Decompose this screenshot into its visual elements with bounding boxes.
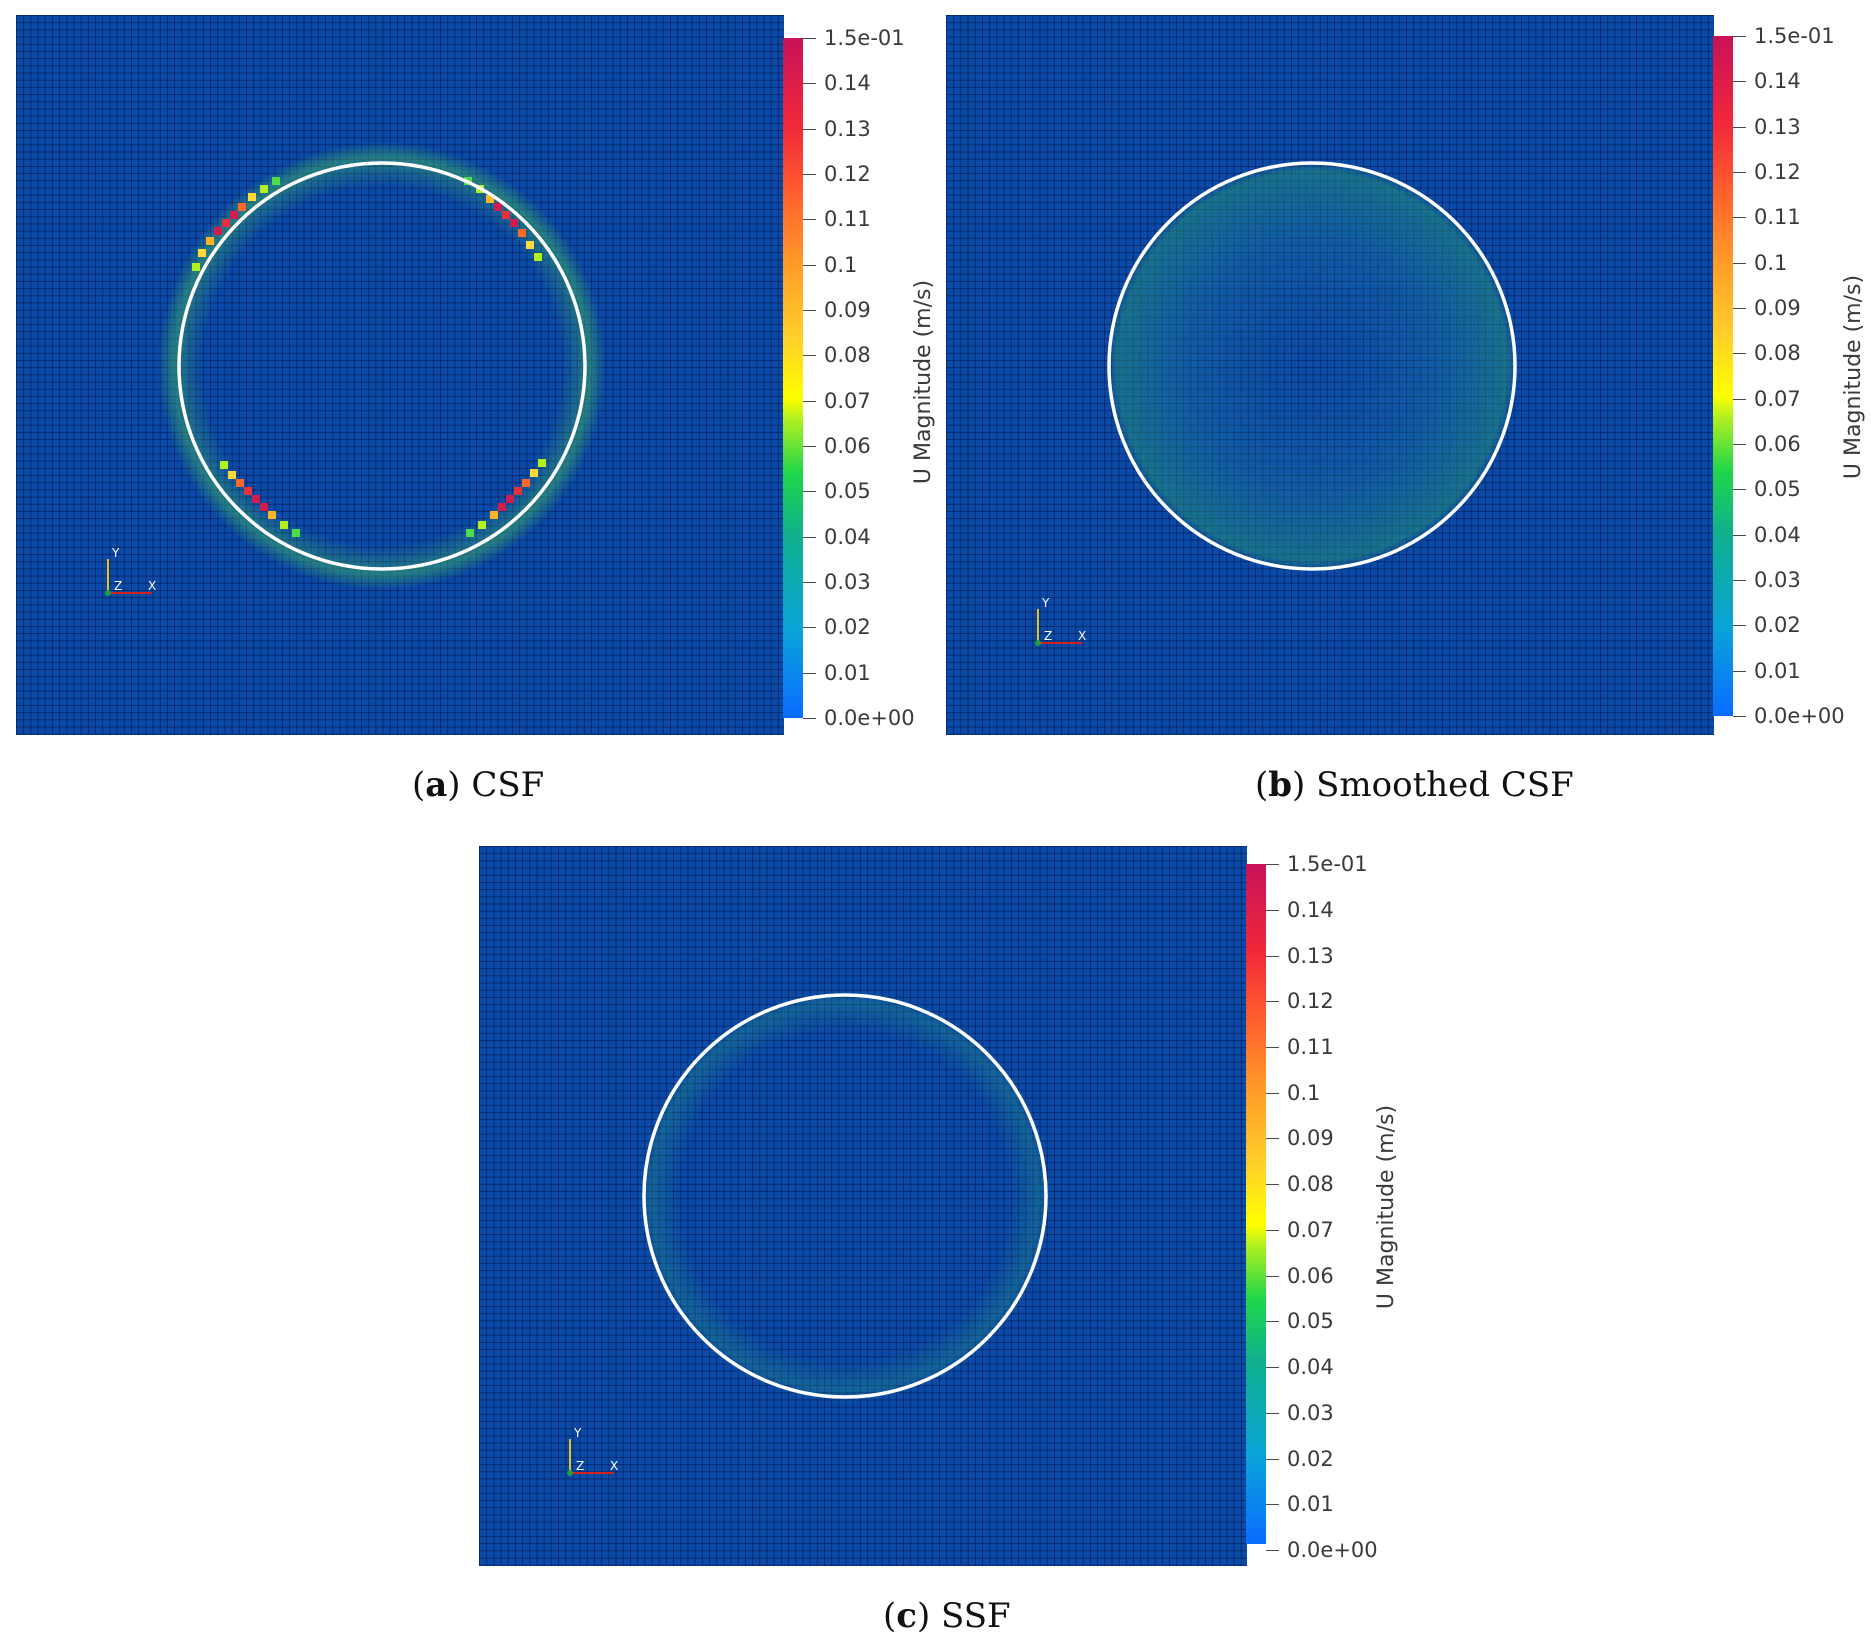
axes-triad: Y Z X xyxy=(1035,596,1086,646)
field-overlay: Y Z X xyxy=(105,142,606,596)
colorbar-tick-label: 0.01 xyxy=(1287,1492,1334,1517)
colorbar-tick-label: 0.11 xyxy=(824,207,871,232)
colorbar-tick-label: 0.13 xyxy=(1287,943,1334,968)
velocity-field-plot: Y Z X xyxy=(16,15,784,735)
colorbar-tick-label: 0.08 xyxy=(1287,1172,1334,1197)
colorbar xyxy=(783,38,803,718)
colorbar-tick-label: 0.05 xyxy=(1287,1309,1334,1334)
colorbar xyxy=(1713,36,1733,716)
axes-triad: Y Z X xyxy=(105,546,156,596)
colorbar-tick-label: 0.06 xyxy=(1287,1263,1334,1288)
interface-circle xyxy=(177,161,587,571)
colorbar xyxy=(1246,864,1266,1544)
colorbar-tick-label: 0.09 xyxy=(1754,296,1801,320)
axis-y-label: Y xyxy=(111,546,120,560)
axis-y-label: Y xyxy=(1041,596,1050,610)
colorbar-tick-label: 0.07 xyxy=(1754,386,1801,411)
colorbar-tick-label: 0.09 xyxy=(824,298,871,322)
axes-triad: Y Z X xyxy=(567,1426,618,1476)
colorbar-title: U Magnitude (m/s) xyxy=(1841,274,1866,480)
colorbar-tick-label: 1.5e-01 xyxy=(1287,852,1368,876)
colorbar-tick-label: 0.03 xyxy=(824,570,871,594)
colorbar-tick-label: 0.1 xyxy=(1754,250,1788,275)
axis-z-label: Z xyxy=(576,1459,584,1473)
colorbar-tick-label: 0.0e+00 xyxy=(824,706,915,730)
axis-x-label: X xyxy=(148,579,156,593)
colorbar-tick-label: 0.12 xyxy=(1754,160,1801,184)
velocity-field-plot: Y Z X xyxy=(479,846,1247,1566)
colorbar-tick-label: 0.13 xyxy=(1754,114,1801,139)
colorbar-title: U Magnitude (m/s) xyxy=(1374,1104,1399,1310)
colorbar-tick-label: 0.05 xyxy=(824,479,871,504)
interface-circle xyxy=(642,993,1048,1399)
axis-x-label: X xyxy=(610,1459,618,1473)
axis-z-label: Z xyxy=(1044,629,1052,643)
colorbar-tick-label: 0.14 xyxy=(1754,69,1801,94)
colorbar-tick-label: 0.11 xyxy=(1754,205,1801,230)
panel-caption: (a) CSF xyxy=(412,765,545,805)
colorbar-tick-label: 0.12 xyxy=(824,162,871,186)
axis-y-label: Y xyxy=(573,1426,582,1440)
axis-z-label: Z xyxy=(114,579,122,593)
colorbar-tick-label: 0.07 xyxy=(1287,1217,1334,1242)
colorbar-tick-label: 0.11 xyxy=(1287,1034,1334,1059)
colorbar-tick-label: 0.03 xyxy=(1754,568,1801,592)
field-overlay: Y Z X xyxy=(567,990,1051,1476)
colorbar-tick-label: 0.0e+00 xyxy=(1287,1538,1378,1562)
field-overlay: Y Z X xyxy=(1035,161,1517,646)
colorbar-tick-label: 0.04 xyxy=(1287,1355,1334,1380)
colorbar-tick-label: 0.1 xyxy=(1287,1080,1321,1105)
colorbar-tick-label: 0.12 xyxy=(1287,989,1334,1014)
interface-circle xyxy=(1107,161,1517,571)
colorbar-tick-label: 0.07 xyxy=(824,388,871,413)
colorbar-tick-label: 1.5e-01 xyxy=(1754,24,1835,48)
colorbar-tick-label: 0.04 xyxy=(1754,522,1801,547)
colorbar-tick-label: 0.14 xyxy=(1287,897,1334,922)
colorbar-tick-label: 0.02 xyxy=(1287,1446,1334,1471)
colorbar-tick-label: 0.13 xyxy=(824,116,871,141)
colorbar-tick-label: 0.04 xyxy=(824,524,871,549)
colorbar-tick-label: 0.03 xyxy=(1287,1400,1334,1425)
colorbar-title: U Magnitude (m/s) xyxy=(911,279,936,485)
colorbar-tick-label: 0.01 xyxy=(824,660,871,685)
colorbar-tick-label: 0.09 xyxy=(1287,1126,1334,1151)
colorbar-tick-label: 0.01 xyxy=(1754,658,1801,683)
colorbar-tick-label: 0.05 xyxy=(1754,477,1801,502)
colorbar-tick-label: 0.08 xyxy=(1754,341,1801,366)
colorbar-tick-label: 0.06 xyxy=(824,434,871,458)
colorbar-tick-label: 0.02 xyxy=(824,615,871,640)
colorbar-tick-label: 0.08 xyxy=(824,343,871,368)
colorbar-tick-label: 0.1 xyxy=(824,252,858,277)
colorbar-tick-label: 1.5e-01 xyxy=(824,26,905,50)
colorbar-tick-label: 0.06 xyxy=(1754,432,1801,456)
panel-caption: (b) Smoothed CSF xyxy=(1255,765,1574,805)
colorbar-tick-label: 0.0e+00 xyxy=(1754,704,1845,728)
colorbar-tick-label: 0.02 xyxy=(1754,613,1801,638)
colorbar-tick-label: 0.14 xyxy=(824,71,871,96)
axis-x-label: X xyxy=(1078,629,1086,643)
panel-caption: (c) SSF xyxy=(883,1596,1011,1636)
velocity-field-plot: Y Z X xyxy=(946,15,1714,735)
